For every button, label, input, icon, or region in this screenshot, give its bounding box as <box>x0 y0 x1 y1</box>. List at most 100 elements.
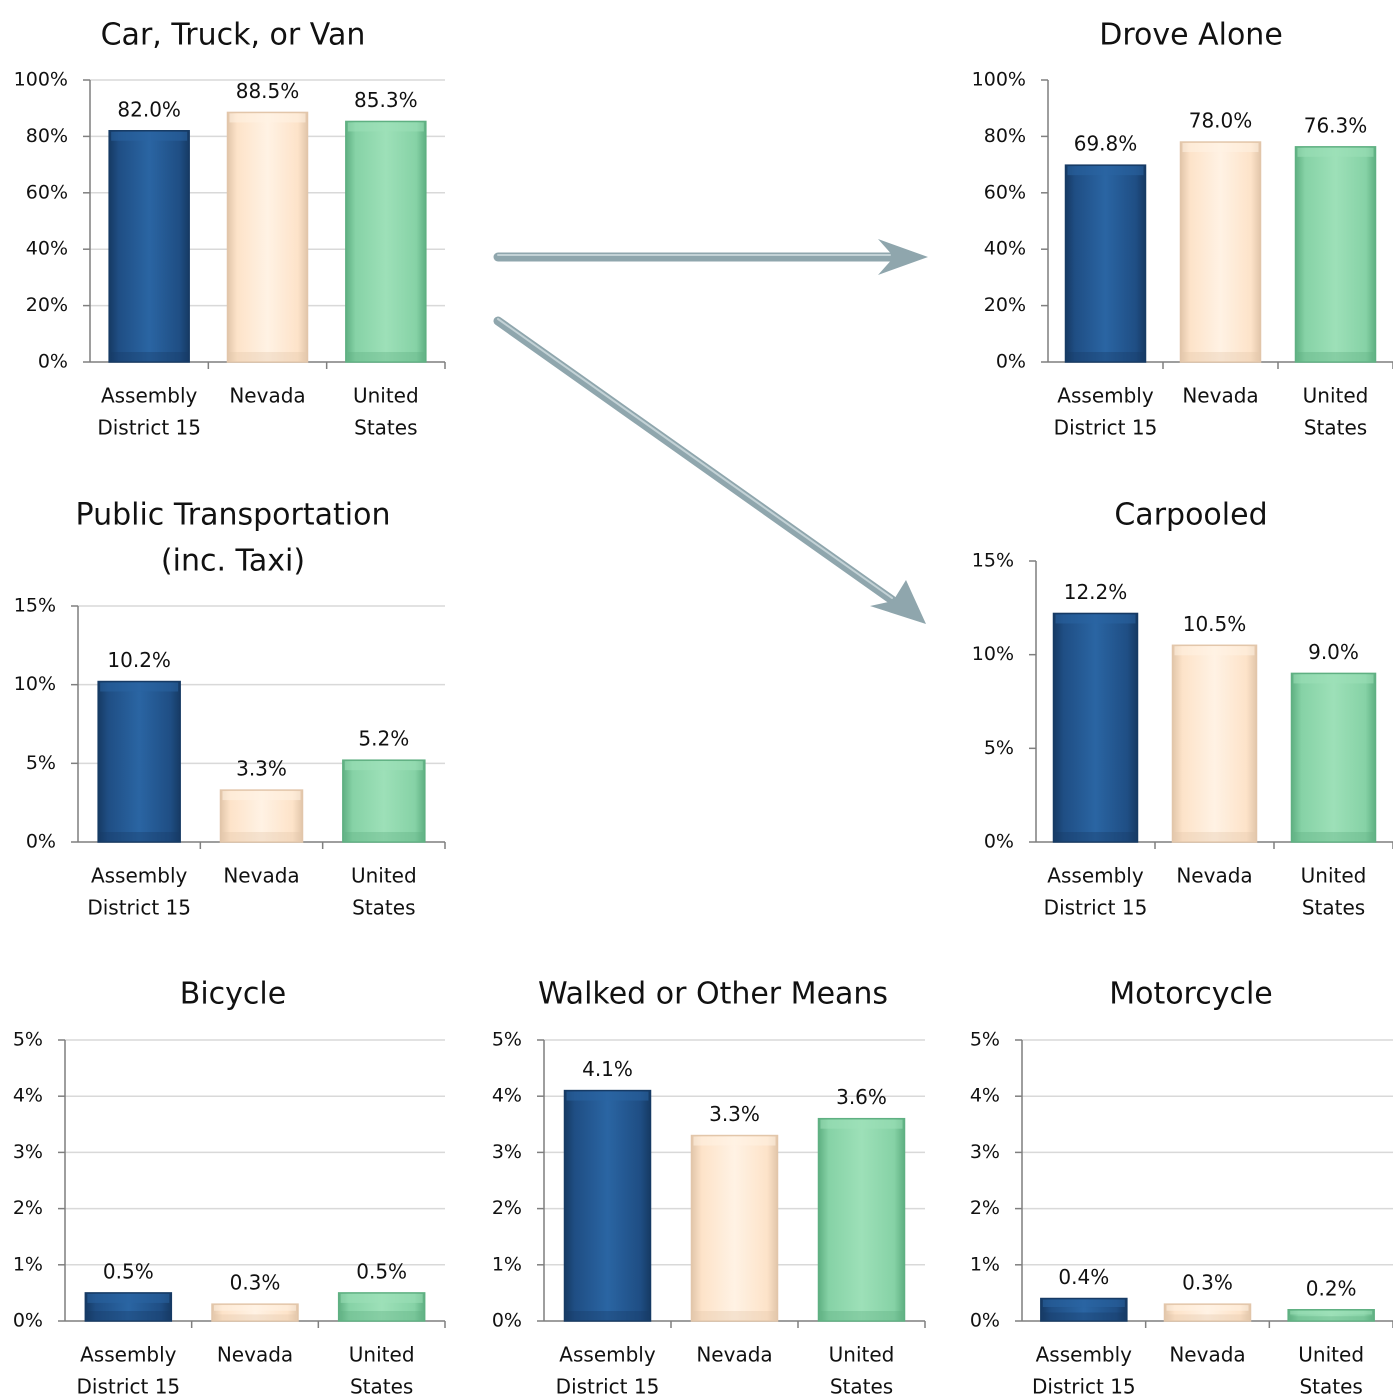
data-label: 69.8% <box>1074 132 1138 156</box>
category-label: Assembly <box>80 1343 177 1367</box>
chart-title: Drove Alone <box>1099 18 1283 53</box>
data-label: 0.2% <box>1306 1276 1357 1300</box>
bar <box>211 1303 299 1322</box>
arrow-to-drove-alone <box>493 239 928 275</box>
category-label: Assembly <box>1057 384 1154 408</box>
y-tick-label: 80% <box>984 125 1026 147</box>
category-label: United <box>1301 864 1367 888</box>
category-label: Nevada <box>1182 384 1258 408</box>
y-tick-label: 0% <box>38 351 68 373</box>
bar <box>563 1089 652 1322</box>
y-tick-label: 1% <box>13 1253 43 1275</box>
chart-7: Motorcycle 0% 1% 2% 3% 4% 5% 0.4% Assembly Distri… <box>970 977 1393 1399</box>
y-tick-label: 3% <box>492 1141 522 1163</box>
bar <box>1040 1297 1128 1322</box>
y-tick-label: 40% <box>26 238 68 260</box>
data-label: 0.5% <box>356 1259 407 1283</box>
y-tick-label: 40% <box>984 238 1026 260</box>
data-label: 3.3% <box>709 1102 760 1126</box>
data-label: 5.2% <box>358 727 409 751</box>
y-tick-label: 100% <box>14 69 68 91</box>
data-label: 0.5% <box>103 1259 154 1283</box>
chart-title: Public Transportation <box>76 498 391 533</box>
bar <box>1052 612 1139 843</box>
bar <box>345 120 427 363</box>
chart-title: (inc. Taxi) <box>161 544 305 579</box>
y-tick-label: 100% <box>972 69 1026 91</box>
category-label: Assembly <box>91 864 188 888</box>
data-label: 76.3% <box>1304 113 1368 137</box>
category-label: United <box>1298 1343 1364 1367</box>
category-label: District 15 <box>556 1375 660 1399</box>
bar <box>1294 146 1377 363</box>
data-label: 10.5% <box>1183 612 1247 636</box>
chart-title: Car, Truck, or Van <box>101 18 366 53</box>
category-label: States <box>354 416 417 440</box>
category-label: Assembly <box>1047 864 1144 888</box>
y-tick-label: 3% <box>970 1141 1000 1163</box>
chart-2: Drove Alone 0% 20% 40% 60% 80% 100% 69.8% Assemb… <box>972 18 1393 440</box>
y-tick-label: 20% <box>26 294 68 316</box>
y-tick-label: 10% <box>14 673 56 695</box>
y-tick-label: 10% <box>972 643 1014 665</box>
y-tick-label: 15% <box>14 595 56 617</box>
y-tick-label: 15% <box>972 550 1014 572</box>
y-tick-label: 3% <box>13 1141 43 1163</box>
category-label: District 15 <box>87 896 191 920</box>
category-label: Nevada <box>696 1343 772 1367</box>
category-label: Nevada <box>217 1343 293 1367</box>
category-label: United <box>353 384 419 408</box>
category-label: Nevada <box>1169 1343 1245 1367</box>
bar <box>342 759 426 843</box>
flow-arrows <box>493 239 928 624</box>
y-tick-label: 0% <box>996 351 1026 373</box>
y-tick-label: 4% <box>970 1085 1000 1107</box>
bar <box>1163 1303 1252 1322</box>
chart-title: Motorcycle <box>1109 977 1273 1012</box>
category-label: Nevada <box>229 384 305 408</box>
category-label: States <box>1302 896 1365 920</box>
bar <box>1290 672 1377 843</box>
category-label: Assembly <box>559 1343 656 1367</box>
bar <box>1171 644 1258 843</box>
bar <box>1287 1309 1375 1322</box>
bar <box>690 1134 779 1322</box>
bar <box>817 1117 906 1322</box>
category-label: Nevada <box>1176 864 1252 888</box>
y-tick-label: 80% <box>26 125 68 147</box>
category-label: States <box>830 1375 893 1399</box>
y-tick-label: 5% <box>26 752 56 774</box>
data-label: 9.0% <box>1308 640 1359 664</box>
y-tick-label: 4% <box>13 1085 43 1107</box>
data-label: 3.6% <box>836 1085 887 1109</box>
category-label: Assembly <box>1036 1343 1133 1367</box>
y-tick-label: 5% <box>970 1029 1000 1051</box>
y-tick-label: 60% <box>984 181 1026 203</box>
data-label: 0.3% <box>230 1271 281 1295</box>
y-tick-label: 5% <box>492 1029 522 1051</box>
category-label: States <box>1304 416 1367 440</box>
bar <box>108 130 190 363</box>
category-label: United <box>829 1343 895 1367</box>
chart-6: Walked or Other Means 0% 1% 2% 3% 4% 5% 4.1% Ass… <box>492 977 926 1399</box>
category-label: District 15 <box>97 416 201 440</box>
category-label: United <box>349 1343 415 1367</box>
y-tick-label: 2% <box>13 1197 43 1219</box>
bar <box>97 680 181 843</box>
y-tick-label: 2% <box>970 1197 1000 1219</box>
category-label: District 15 <box>77 1375 181 1399</box>
arrow-to-carpooled <box>493 316 926 624</box>
data-label: 85.3% <box>354 88 418 112</box>
bar <box>1064 164 1147 363</box>
chart-title: Walked or Other Means <box>538 977 888 1012</box>
y-tick-label: 5% <box>13 1029 43 1051</box>
category-label: Assembly <box>101 384 198 408</box>
category-label: States <box>1299 1375 1362 1399</box>
category-label: States <box>350 1375 413 1399</box>
y-tick-label: 1% <box>492 1253 522 1275</box>
data-label: 0.3% <box>1182 1271 1233 1295</box>
y-tick-label: 0% <box>13 1310 43 1332</box>
chart-title: Carpooled <box>1114 498 1267 533</box>
y-tick-label: 0% <box>970 1310 1000 1332</box>
